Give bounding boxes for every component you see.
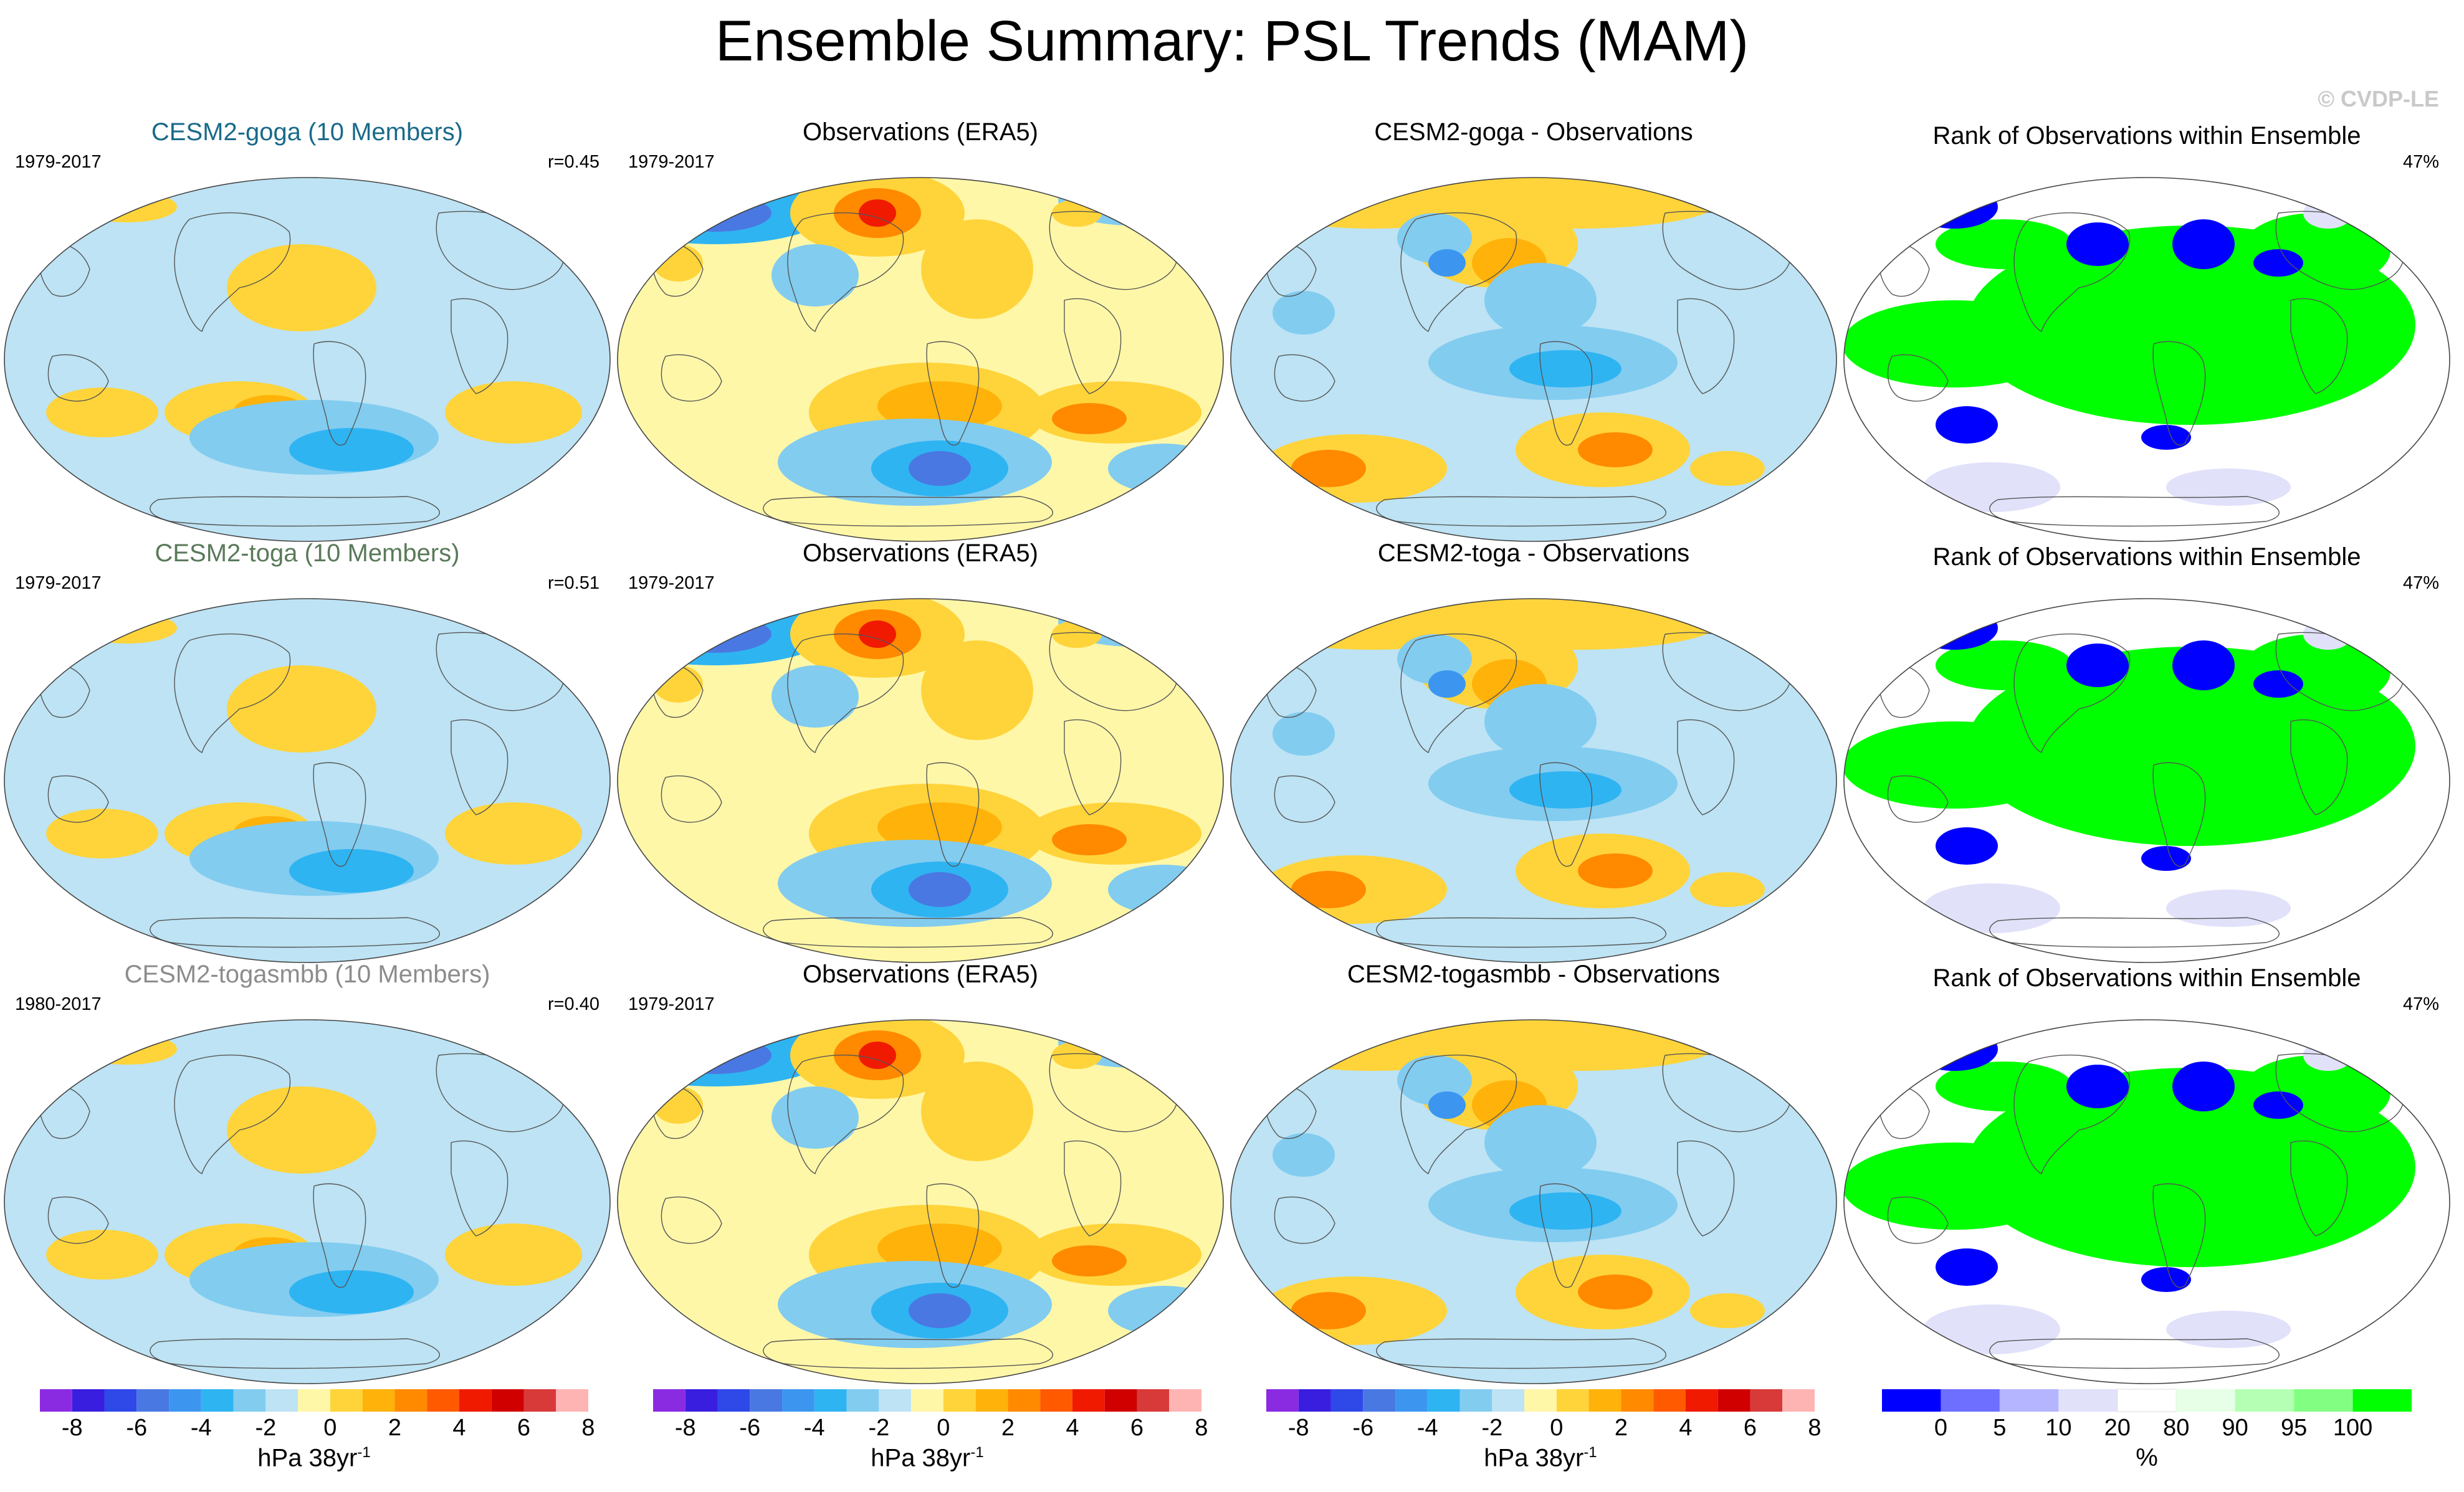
- colorbar-tick-label: -6: [126, 1415, 148, 1441]
- colorbar-unit: hPa 38yr-1: [871, 1444, 984, 1472]
- colorbar-tick-label: -2: [255, 1415, 277, 1441]
- colorbar-tick-label: 6: [1743, 1415, 1757, 1441]
- map-obs-row3: [617, 1019, 1224, 1384]
- panel-obs-row1: Observations (ERA5) 1979-2017: [616, 113, 1225, 543]
- model-title: CESM2-goga (10 Members): [151, 118, 464, 146]
- colorbar-tick-label: -8: [61, 1415, 83, 1441]
- diff-title: CESM2-goga - Observations: [1374, 118, 1693, 146]
- obs-title: Observations (ERA5): [803, 118, 1038, 146]
- colorbar-tick-label: 90: [2222, 1415, 2248, 1441]
- colorbar-tick-label: 2: [1614, 1415, 1628, 1441]
- panel-rank-row1: Rank of Observations within Ensemble 47%: [1842, 113, 2452, 543]
- map-rank-row1: [1843, 177, 2450, 542]
- panel-diff-row3: CESM2-togasmbb - Observations: [1229, 956, 1838, 1385]
- colorbar-tick-label: 2: [388, 1415, 401, 1441]
- colorbar-tick-label: 20: [2104, 1415, 2131, 1441]
- colorbar-tick-label: -4: [803, 1415, 825, 1441]
- colorbar-rank: 0 5 10 20 80 90 95 100%: [1882, 1387, 2430, 1474]
- pattern-correlation: r=0.45: [547, 152, 599, 172]
- map-model-row3: [4, 1019, 611, 1384]
- diff-title: CESM2-togasmbb - Observations: [1347, 961, 1720, 988]
- obs-title: Observations (ERA5): [803, 961, 1038, 988]
- colorbar-tick-label: 8: [581, 1415, 595, 1441]
- colorbar-tick-label: 0: [937, 1415, 950, 1441]
- panel-rank-row3: Rank of Observations within Ensemble 47%: [1842, 956, 2452, 1385]
- colorbar-tick-label: -2: [868, 1415, 890, 1441]
- panel-model-row1: CESM2-goga (10 Members) 1979-2017 r=0.45: [2, 113, 612, 543]
- colorbar-tick-label: 80: [2163, 1415, 2190, 1441]
- map-model-row1: [4, 177, 611, 542]
- panel-diff-row1: CESM2-goga - Observations: [1229, 113, 1838, 543]
- colorbar-unit: %: [2136, 1444, 2158, 1471]
- map-diff-row2: [1230, 598, 1837, 963]
- period-label: 1980-2017: [15, 994, 102, 1014]
- rank-percent: 47%: [2402, 152, 2439, 172]
- panel-obs-row2: Observations (ERA5) 1979-2017: [616, 535, 1225, 964]
- colorbar-swatches: [653, 1389, 1201, 1412]
- panel-model-row3: CESM2-togasmbb (10 Members) 1980-2017 r=…: [2, 956, 612, 1385]
- colorbar-unit: hPa 38yr-1: [257, 1444, 371, 1472]
- panel-model-row2: CESM2-toga (10 Members) 1979-2017 r=0.51: [2, 535, 612, 964]
- map-rank-row3: [1843, 1019, 2450, 1384]
- pattern-correlation: r=0.51: [547, 573, 599, 593]
- colorbar-tick-label: -4: [1416, 1415, 1438, 1441]
- colorbar-tick-label: -2: [1481, 1415, 1503, 1441]
- panel-rank-row2: Rank of Observations within Ensemble 47%: [1842, 535, 2452, 964]
- colorbar-tick-label: -8: [1287, 1415, 1309, 1441]
- watermark: © CVDP-LE: [2318, 86, 2439, 112]
- colorbar-tick-label: -6: [1352, 1415, 1374, 1441]
- map-obs-row1: [617, 177, 1224, 542]
- colorbar-tick-label: 8: [1195, 1415, 1208, 1441]
- rank-percent: 47%: [2402, 994, 2439, 1014]
- diff-title: CESM2-toga - Observations: [1377, 539, 1690, 567]
- period-label: 1979-2017: [628, 573, 715, 593]
- colorbar-trend-3: -8 -6 -4 -2 0 2 4 6 8 hPa 38yr-1: [1266, 1387, 1822, 1474]
- colorbar-tick-label: 4: [1066, 1415, 1079, 1441]
- colorbar-trend-1: -8 -6 -4 -2 0 2 4 6 8 hPa 38yr-1: [40, 1387, 595, 1474]
- colorbar-swatches: [1882, 1389, 2412, 1412]
- colorbar-tick-label: 6: [1130, 1415, 1144, 1441]
- map-obs-row2: [617, 598, 1224, 963]
- panel-diff-row2: CESM2-toga - Observations: [1229, 535, 1838, 964]
- pattern-correlation: r=0.40: [547, 994, 599, 1014]
- colorbar-tick-label: -6: [739, 1415, 761, 1441]
- rank-title: Rank of Observations within Ensemble: [1932, 543, 2361, 571]
- colorbar-tick-label: 0: [1934, 1415, 1947, 1441]
- colorbar-tick-label: 95: [2280, 1415, 2308, 1441]
- map-model-row2: [4, 598, 611, 963]
- rank-percent: 47%: [2402, 573, 2439, 593]
- colorbar-tick-label: 0: [1550, 1415, 1564, 1441]
- colorbar-tick-label: -4: [190, 1415, 212, 1441]
- rank-title: Rank of Observations within Ensemble: [1932, 122, 2361, 150]
- colorbar-tick-label: 10: [2045, 1415, 2072, 1441]
- map-rank-row2: [1843, 598, 2450, 963]
- colorbar-tick-label: 4: [452, 1415, 466, 1441]
- map-diff-row1: [1230, 177, 1837, 542]
- colorbar-tick-label: 100: [2333, 1415, 2373, 1441]
- colorbar-tick-label: 2: [1001, 1415, 1015, 1441]
- colorbar-tick-label: 0: [323, 1415, 337, 1441]
- colorbar-trend-2: -8 -6 -4 -2 0 2 4 6 8 hPa 38yr-1: [653, 1387, 1208, 1474]
- model-title: CESM2-toga (10 Members): [155, 539, 460, 567]
- period-label: 1979-2017: [628, 994, 715, 1014]
- panel-obs-row3: Observations (ERA5) 1979-2017: [616, 956, 1225, 1385]
- figure-title: Ensemble Summary: PSL Trends (MAM): [715, 9, 1749, 73]
- obs-title: Observations (ERA5): [803, 539, 1038, 567]
- colorbar-unit: hPa 38yr-1: [1484, 1444, 1597, 1472]
- period-label: 1979-2017: [628, 152, 715, 172]
- colorbar-swatches: [40, 1389, 588, 1412]
- rank-title: Rank of Observations within Ensemble: [1932, 964, 2361, 992]
- colorbar-tick-label: 5: [1993, 1415, 2007, 1441]
- colorbar-tick-label: 4: [1679, 1415, 1693, 1441]
- colorbar-tick-label: 8: [1808, 1415, 1822, 1441]
- colorbar-tick-label: -8: [674, 1415, 696, 1441]
- period-label: 1979-2017: [15, 152, 102, 172]
- model-title: CESM2-togasmbb (10 Members): [124, 961, 490, 988]
- colorbar-swatches: [1266, 1389, 1815, 1412]
- map-diff-row3: [1230, 1019, 1837, 1384]
- colorbar-tick-label: 6: [517, 1415, 531, 1441]
- period-label: 1979-2017: [15, 573, 102, 593]
